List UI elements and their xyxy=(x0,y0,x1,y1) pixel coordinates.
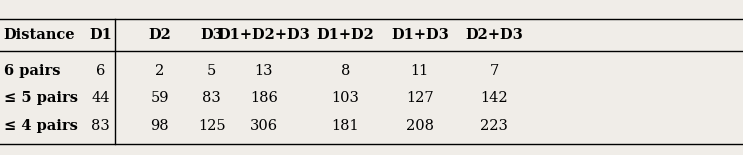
Text: ≤ 4 pairs: ≤ 4 pairs xyxy=(4,119,77,133)
Text: 59: 59 xyxy=(151,91,169,105)
Text: 127: 127 xyxy=(406,91,434,105)
Text: 223: 223 xyxy=(480,119,508,133)
Text: 208: 208 xyxy=(406,119,434,133)
Text: D1: D1 xyxy=(89,28,111,42)
Text: 186: 186 xyxy=(250,91,278,105)
Text: 306: 306 xyxy=(250,119,278,133)
Text: 44: 44 xyxy=(91,91,109,105)
Text: 6: 6 xyxy=(96,64,105,78)
Text: D3: D3 xyxy=(201,28,223,42)
Text: Distance: Distance xyxy=(4,28,75,42)
Text: 125: 125 xyxy=(198,119,226,133)
Text: D2+D3: D2+D3 xyxy=(465,28,523,42)
Text: 11: 11 xyxy=(411,64,429,78)
Text: 5: 5 xyxy=(207,64,216,78)
Text: ≤ 5 pairs: ≤ 5 pairs xyxy=(4,91,78,105)
Text: 83: 83 xyxy=(202,91,221,105)
Text: 13: 13 xyxy=(255,64,273,78)
Text: 181: 181 xyxy=(331,119,360,133)
Text: D1+D2: D1+D2 xyxy=(317,28,374,42)
Text: 83: 83 xyxy=(91,119,110,133)
Text: 98: 98 xyxy=(150,119,169,133)
Text: D2: D2 xyxy=(149,28,171,42)
Text: 2: 2 xyxy=(155,64,164,78)
Text: D1+D3: D1+D3 xyxy=(391,28,449,42)
Text: 7: 7 xyxy=(490,64,499,78)
Text: 103: 103 xyxy=(331,91,360,105)
Text: D1+D2+D3: D1+D2+D3 xyxy=(218,28,310,42)
Text: 6 pairs: 6 pairs xyxy=(4,64,60,78)
Text: 142: 142 xyxy=(480,91,508,105)
Text: 8: 8 xyxy=(341,64,350,78)
